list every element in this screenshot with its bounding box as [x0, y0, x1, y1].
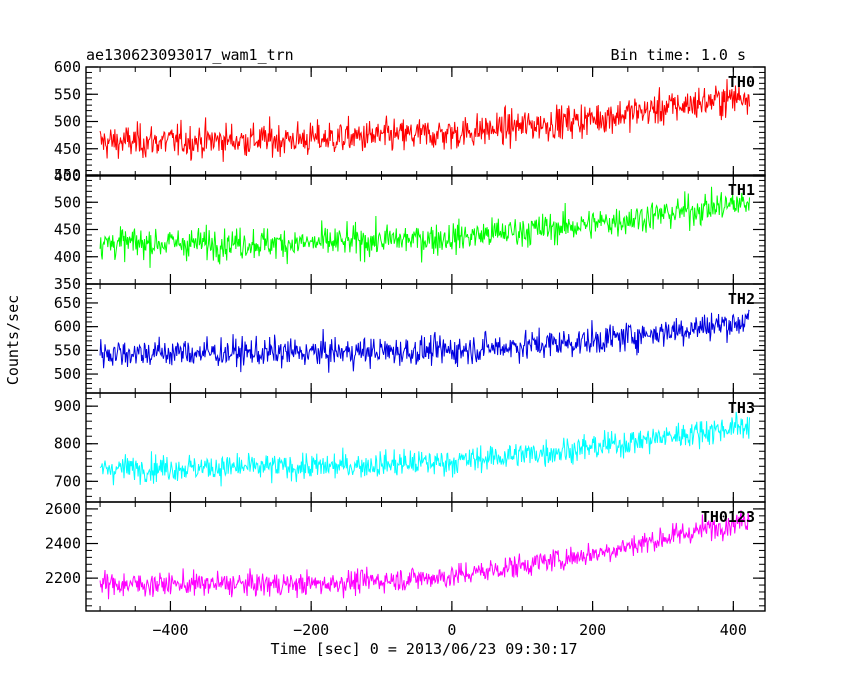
series-line-th0123 — [99, 510, 751, 600]
panel-label-th3: TH3 — [728, 399, 755, 417]
panel-th0123: 2200 2400 2600 TH0123 — [45, 500, 766, 612]
y-tick-label: 400 — [54, 248, 81, 266]
x-tick-label: 200 — [579, 621, 606, 639]
y-tick-label: 2600 — [45, 500, 81, 518]
panel-label-th0123: TH0123 — [701, 508, 755, 526]
panel-label-th0: TH0 — [728, 73, 755, 91]
x-tick-label: 0 — [447, 621, 456, 639]
panel-th0: 400 450 500 550 600 TH0 — [54, 58, 766, 185]
y-tick-label: 400 — [54, 167, 81, 185]
y-tick-label: 550 — [54, 85, 81, 103]
panel-label-th2: TH2 — [728, 290, 755, 308]
series-line-th3 — [99, 411, 751, 487]
panel-th2: 500 550 600 650 TH2 — [54, 283, 766, 394]
y-tick-label: 2200 — [45, 569, 81, 587]
y-tick-label: 550 — [54, 166, 81, 184]
y-tick-label: 450 — [54, 140, 81, 158]
chart-title-right: Bin time: 1.0 s — [611, 46, 746, 64]
y-tick-label: 450 — [54, 221, 81, 239]
chart-title-left: ae130623093017_wam1_trn — [86, 46, 294, 64]
x-tick-label: 400 — [720, 621, 747, 639]
panel-frame — [85, 174, 766, 285]
y-tick-label: 900 — [54, 397, 81, 415]
x-tick-label: −200 — [293, 621, 329, 639]
x-axis-label: Time [sec] 0 = 2013/06/23 09:30:17 — [270, 640, 577, 658]
panel-th3: 700 800 900 TH3 — [54, 392, 766, 503]
x-tick-label: −400 — [152, 621, 188, 639]
panels-layer: 400450500550600TH0350400450500550TH15005… — [45, 58, 766, 639]
y-tick-label: 2400 — [45, 535, 81, 553]
y-tick-label: 550 — [54, 341, 81, 359]
y-tick-label: 700 — [54, 472, 81, 490]
y-tick-label: 600 — [54, 58, 81, 76]
panel-frame — [85, 501, 766, 612]
y-tick-label: 500 — [54, 365, 81, 383]
series-line-th2 — [99, 309, 750, 373]
series-line-th1 — [99, 186, 751, 268]
panel-th1: 350 400 450 500 550 TH1 — [54, 166, 766, 293]
y-tick-label: 500 — [54, 113, 81, 131]
panel-frame — [85, 392, 766, 503]
y-tick-label: 350 — [54, 275, 81, 293]
y-tick-label: 650 — [54, 294, 81, 312]
y-tick-label: 800 — [54, 435, 81, 453]
y-axis-label: Counts/sec — [4, 295, 22, 385]
series-line-th0 — [99, 79, 751, 162]
panel-label-th1: TH1 — [728, 181, 755, 199]
y-tick-label: 600 — [54, 318, 81, 336]
y-tick-label: 500 — [54, 193, 81, 211]
